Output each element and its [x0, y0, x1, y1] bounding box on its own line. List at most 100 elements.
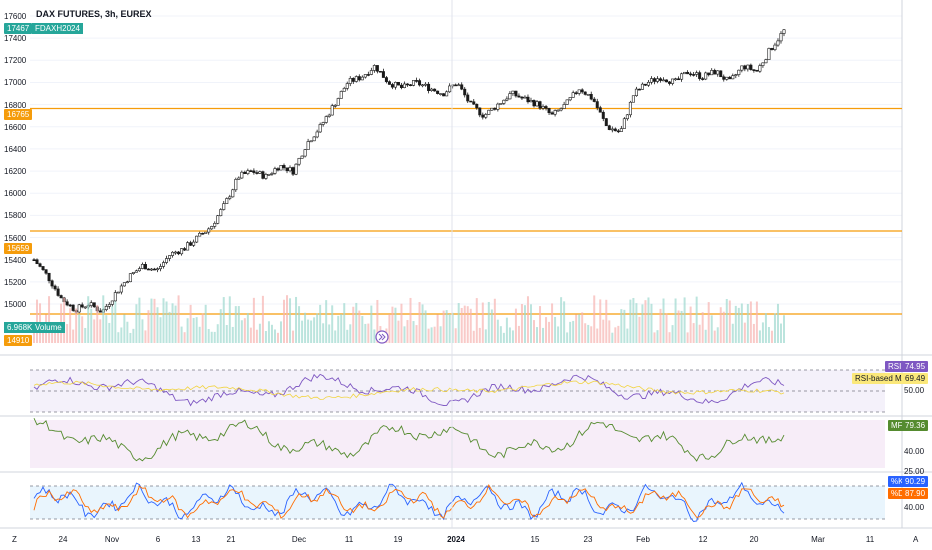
candle-body [186, 242, 190, 251]
volume-bar [42, 324, 45, 343]
volume-bar [276, 332, 279, 343]
candle-body [415, 80, 419, 82]
volume-bar [207, 329, 210, 343]
candle-body [204, 231, 208, 234]
volume-bar [171, 303, 174, 343]
candle-body [140, 264, 144, 269]
volume-bar [704, 329, 707, 343]
candle-body [180, 248, 184, 255]
candle-body [47, 272, 51, 282]
candle-body [637, 88, 641, 91]
stoch-d-value: 87.90 [902, 488, 929, 499]
volume-bar [629, 299, 632, 343]
candle-body [155, 268, 159, 271]
volume-bar [776, 303, 779, 343]
candle-body [631, 95, 635, 103]
volume-bar [198, 326, 201, 343]
candle-body [65, 301, 69, 306]
volume-bar [707, 302, 710, 343]
volume-bar [587, 324, 590, 343]
candle-body [520, 96, 524, 99]
volume-bar [635, 303, 638, 343]
volume-bar [728, 300, 731, 343]
candle-body [273, 168, 277, 174]
candle-body [674, 78, 678, 81]
volume-bar [783, 315, 785, 343]
candle-body [116, 291, 120, 294]
time-axis-tick: 23 [583, 535, 593, 544]
volume-bar [469, 308, 472, 343]
candle-body [502, 99, 506, 104]
volume-bar [132, 328, 135, 343]
volume-bar [337, 315, 340, 343]
volume-bar [228, 296, 231, 343]
candle-body [38, 263, 42, 267]
volume-bar [307, 319, 310, 343]
candle-body [252, 170, 256, 173]
price-axis-tick: 16200 [4, 167, 27, 177]
candle-body [535, 101, 539, 107]
volume-bar [436, 314, 439, 343]
volume-bar [111, 306, 114, 343]
volume-bar [523, 305, 526, 343]
volume-bar [608, 320, 611, 343]
auto-scale-button[interactable]: A [913, 535, 919, 544]
candle-body [279, 165, 283, 171]
volume-bar [731, 323, 734, 343]
candle-body [159, 266, 163, 270]
symbol-title: DAX FUTURES, 3h, EUREX [36, 9, 152, 19]
candle-body [586, 94, 590, 96]
volume-bar [63, 297, 66, 343]
candle-body [402, 83, 406, 88]
candle-body [381, 71, 385, 78]
mf-value: 79.36 [902, 420, 929, 431]
volume-bar [343, 303, 346, 343]
volume-bar [572, 320, 575, 343]
candle-body [300, 155, 304, 159]
candle-body [285, 167, 289, 172]
candle-body [270, 173, 274, 175]
candle-body [357, 76, 361, 81]
time-axis-tick: 20 [749, 535, 759, 544]
candle-body [183, 248, 187, 251]
time-axis-tick: 12 [698, 535, 708, 544]
volume-bar [283, 299, 285, 343]
candle-body [267, 174, 271, 176]
candle-body [294, 163, 298, 175]
volume-bar [331, 305, 334, 343]
candle-body [330, 105, 334, 116]
volume-bar [237, 306, 240, 343]
candle-body [131, 271, 135, 274]
candle-body [333, 104, 337, 107]
candle-body [671, 78, 675, 84]
stoch-d-line [33, 484, 785, 519]
volume-bar [174, 305, 177, 343]
volume-bar [279, 321, 282, 343]
candle-body [174, 251, 178, 254]
volume-bar [57, 324, 60, 343]
candle-body [390, 84, 394, 88]
volume-bar [526, 296, 529, 343]
volume-bar [445, 310, 448, 343]
candle-body [613, 128, 617, 132]
time-axis-tick: Feb [636, 535, 650, 544]
candle-body [776, 40, 780, 46]
volume-bar [298, 306, 301, 343]
current-price-label: 17467 [4, 23, 33, 34]
volume-bar [749, 301, 752, 343]
timezone-button[interactable]: Z [12, 535, 17, 544]
volume-bar [162, 298, 165, 343]
candle-body [41, 266, 45, 270]
candle-body [752, 69, 756, 71]
mf-name: MF [888, 420, 906, 431]
candle-body [445, 91, 449, 97]
volume-bar [605, 299, 608, 343]
candle-body [243, 171, 247, 174]
candle-body [439, 93, 443, 95]
volume-bar [590, 326, 593, 343]
volume-bar [716, 327, 719, 343]
price-axis-tick: 16000 [4, 189, 27, 199]
candle-body [98, 310, 102, 313]
volume-bar [168, 311, 171, 343]
